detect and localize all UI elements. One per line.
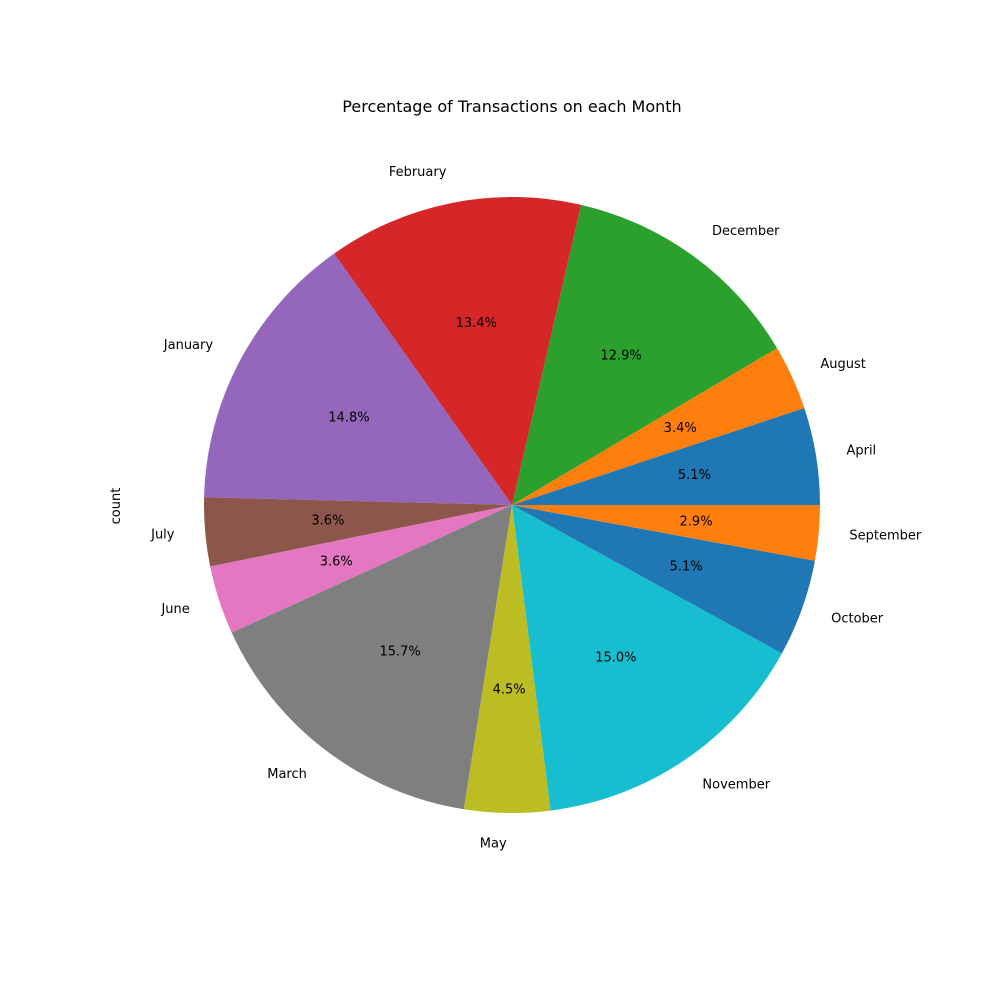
slice-label-april: April: [846, 443, 876, 458]
pie-slice-october: [512, 505, 815, 654]
slice-percent-december: 12.9%: [600, 348, 641, 363]
slice-label-february: February: [389, 165, 447, 180]
pie-slice-march: [231, 505, 512, 810]
slice-percent-october: 5.1%: [670, 560, 703, 575]
slice-label-august: August: [820, 357, 866, 372]
slice-percent-april: 5.1%: [678, 468, 711, 483]
pie-slice-july: [204, 497, 513, 567]
slice-percent-march: 15.7%: [379, 645, 420, 660]
pie-slice-february: [334, 197, 582, 506]
slice-label-october: October: [831, 611, 884, 626]
pie-slice-september: [512, 505, 821, 561]
slice-percent-february: 13.4%: [456, 316, 497, 331]
slice-label-march: March: [267, 767, 307, 782]
slice-label-june: June: [160, 602, 189, 617]
slice-label-november: November: [702, 778, 770, 793]
slice-percent-july: 3.6%: [311, 514, 344, 529]
pie-labels: April 5.1% August 3.4% December 12.9% February…: [150, 165, 922, 851]
slice-percent-june: 3.6%: [320, 555, 353, 570]
y-axis-label: count: [109, 488, 124, 525]
pie-slice-august: [512, 348, 805, 505]
pie-slice-january: [204, 253, 512, 505]
slice-label-may: May: [480, 836, 507, 851]
pie-slice-april: [512, 407, 820, 505]
slice-percent-may: 4.5%: [493, 682, 526, 697]
pie-slice-may: [463, 505, 551, 813]
chart-title: Percentage of Transactions on each Month: [342, 97, 681, 116]
pie-slice-december: [512, 204, 778, 506]
slice-percent-august: 3.4%: [664, 421, 697, 436]
slice-label-january: January: [163, 338, 214, 353]
pie-slices: [204, 197, 821, 813]
slice-label-july: July: [150, 527, 175, 542]
slice-percent-november: 15.0%: [595, 650, 636, 665]
pie-slice-november: [512, 505, 782, 811]
slice-label-september: September: [849, 528, 922, 543]
pie-slice-june: [210, 505, 512, 633]
slice-label-december: December: [712, 224, 780, 239]
slice-percent-september: 2.9%: [680, 514, 713, 529]
slice-percent-january: 14.8%: [328, 411, 369, 426]
